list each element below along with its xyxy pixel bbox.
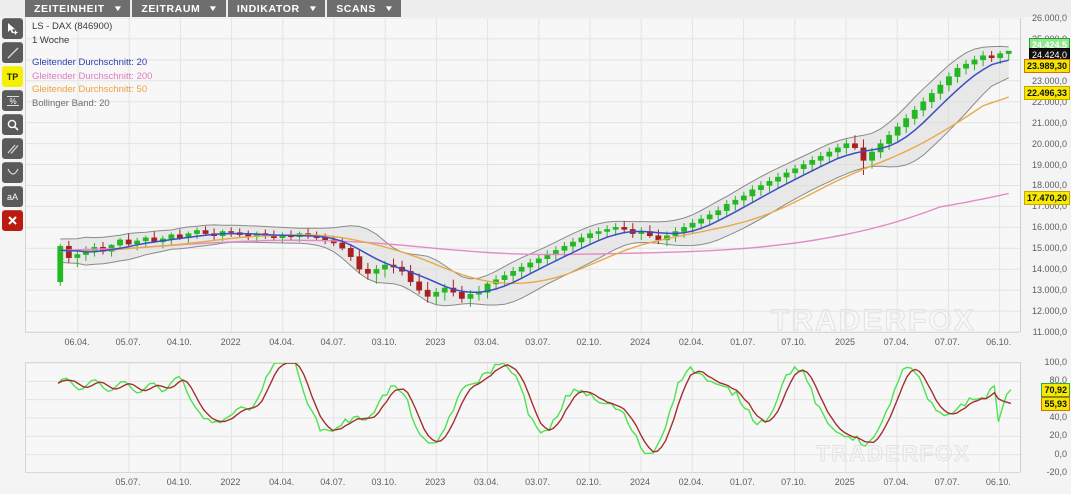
stochastic-date-axis: 05.07. 04.10. 2022 04.04. 04.07. 03.10. 2023 03… [25,472,1020,494]
menu-button-label: SCANS [336,2,376,15]
price-axis-tick: 13.000,0 [1031,285,1067,296]
tp-icon[interactable]: TP [2,66,23,87]
date-tick: 03.07. [525,337,551,347]
text-icon[interactable]: aA [2,186,23,207]
svg-text:%: % [9,97,16,106]
date-tick: 03.10. [371,477,397,487]
chevron-down-icon: ▼ [307,3,319,13]
svg-text:aA: aA [7,192,18,202]
price-tag-ma20: 23.989,30 [1023,59,1070,74]
stochastic-axis-tick: 40,0 [1049,412,1067,422]
cursor-add-icon[interactable] [2,18,23,39]
stochastic-axis-tick: 0,0 [1054,448,1067,459]
menu-button-indikator[interactable]: INDIKATOR ▼ [227,0,326,17]
menu-button-label: INDIKATOR [236,2,300,15]
date-tick: 04.07. [320,477,346,487]
menu-button-scans[interactable]: SCANS ▼ [327,0,402,17]
zoom-icon[interactable] [2,114,23,135]
price-axis-tick: 21.000,0 [1031,117,1067,128]
date-tick: 07.04. [883,337,909,347]
date-tick: 05.07. [115,477,141,487]
date-tick: 06.10. [986,337,1012,347]
price-axis-tick: 16.000,0 [1031,222,1067,233]
price-axis-tick: 22.000,0 [1031,96,1067,107]
date-tick: 02.10. [576,337,602,347]
date-tick: 2024 [630,337,651,347]
date-tick: 04.07. [320,337,346,347]
date-tick: 2022 [220,337,241,347]
stoch-tag-k: 70,92 [1041,382,1070,397]
chevron-down-icon: ▼ [383,3,395,13]
price-date-axis: 06.04. 05.07. 04.10. 2022 04.04. 04.07. 03.10.… [25,332,1020,357]
price-axis-tick: 26.000,0 [1031,13,1067,23]
stochastic-plot [26,363,1021,473]
stochastic-panel[interactable]: TRADERFOX [25,362,1021,473]
price-axis-tick: 12.000,0 [1031,306,1067,317]
date-tick: 04.10. [166,337,192,347]
stochastic-axis[interactable]: 100,0 80,0 40,0 20,0 0,0 -20,0 70,92 55,93 [1020,357,1071,477]
date-tick: 03.10. [371,337,397,347]
price-chart-panel[interactable]: TRADERFOX [25,18,1021,338]
percent-icon[interactable]: % [2,90,23,111]
date-tick: 03.04. [473,477,499,487]
stochastic-axis-tick: -20,0 [1046,467,1067,477]
date-tick: 2023 [425,477,446,487]
price-axis-tick: 15.000,0 [1031,243,1067,254]
price-axis[interactable]: 26.000,025.000,024.000,023.000,022.000,0… [1020,13,1071,337]
date-tick: 01.07. [729,477,755,487]
date-tick: 06.10. [985,477,1011,487]
parallel-lines-icon[interactable] [2,138,23,159]
price-plot [26,18,1021,332]
price-axis-tick: 18.000,0 [1031,180,1067,191]
date-tick: 06.04. [64,337,90,347]
date-tick: 04.04. [269,477,295,487]
date-tick: 2025 [834,337,856,347]
close-icon[interactable] [2,210,23,231]
date-tick: 05.07. [115,337,141,347]
price-tag-ma200: 17.470,20 [1023,190,1070,205]
date-tick: 02.10. [576,477,602,487]
price-tag-ma50: 22.496,33 [1023,86,1070,101]
stochastic-axis-tick: 20,0 [1049,430,1067,441]
tp-label: TP [6,71,19,82]
date-tick: 2023 [425,337,446,347]
date-tick: 07.07. [934,477,960,487]
trendline-icon[interactable] [2,42,23,63]
menu-button-label: ZEITEINHEIT [34,2,105,15]
menu-button-zeiteinheit[interactable]: ZEITEINHEIT ▼ [25,0,131,17]
price-axis-tick: 19.000,0 [1031,159,1067,170]
date-tick: 07.10. [781,477,807,487]
price-axis-tick: 20.000,0 [1031,138,1067,149]
stochastic-axis-tick: 100,0 [1044,357,1067,367]
date-tick: 03.04. [474,337,500,347]
stoch-tag-d: 55,93 [1041,397,1070,412]
stochastic-axis-tick: 80,0 [1049,375,1067,386]
date-tick: 04.04. [269,337,295,347]
top-menu-bar: ZEITEINHEIT ▼ ZEITRAUM ▼ INDIKATOR ▼ SCANS ▼ [0,0,1071,17]
date-tick: 03.07. [525,477,551,487]
price-axis-tick: 14.000,0 [1031,264,1067,275]
date-tick: 07.10. [781,337,807,347]
menu-button-zeitraum[interactable]: ZEITRAUM ▼ [132,0,226,17]
date-tick: 07.07. [934,337,960,347]
date-tick: 02.04. [678,337,704,347]
price-axis-tick: 23.000,0 [1031,75,1067,86]
menu-button-label: ZEITRAUM [141,2,201,15]
date-tick: 2024 [629,477,651,487]
date-tick: 2022 [220,477,241,487]
chevron-down-icon: ▼ [208,3,220,13]
price-axis-tick: 17.000,0 [1031,201,1067,212]
drawing-toolbar: TP % aA [0,18,25,234]
date-tick: 02.04. [678,477,704,487]
chevron-down-icon: ▼ [112,3,124,13]
date-tick: 2025 [834,477,855,487]
date-tick: 04.10. [166,477,192,487]
date-tick: 01.07. [730,337,756,347]
date-tick: 07.04. [883,477,909,487]
curve-icon[interactable] [2,162,23,183]
price-axis-tick: 11.000,0 [1032,327,1067,337]
